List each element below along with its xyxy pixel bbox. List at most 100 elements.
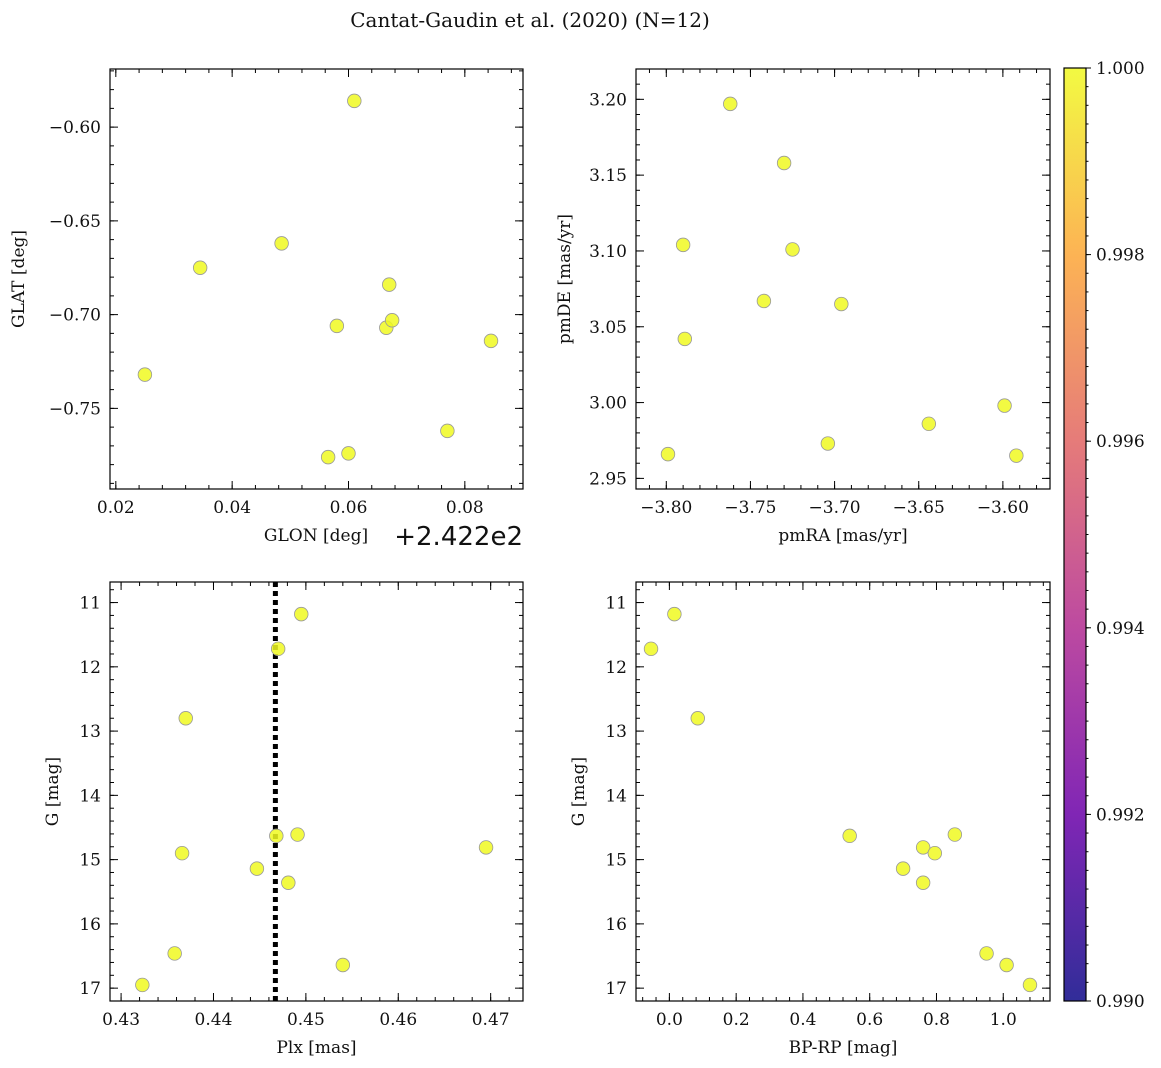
y-axis-label: G [mag] xyxy=(569,757,589,826)
x-axis-label: Plx [mas] xyxy=(276,1038,356,1058)
data-point xyxy=(895,861,911,876)
colorbar-tick-label: 0.998 xyxy=(1096,246,1145,266)
data-point xyxy=(690,711,705,726)
minor-ticks xyxy=(636,582,1050,1002)
x-tick-label: −3.75 xyxy=(724,498,776,518)
data-point xyxy=(915,840,931,855)
x-axis-label: pmRA [mas/yr] xyxy=(778,526,907,546)
y-tick-label: −0.75 xyxy=(49,399,101,419)
y-tick-label: 3.00 xyxy=(589,394,627,414)
data-point xyxy=(776,155,792,171)
data-point xyxy=(723,96,738,112)
axes-frame xyxy=(109,68,524,490)
y-axis-label: GLAT [deg] xyxy=(9,230,29,328)
x-tick-label: 0.04 xyxy=(213,498,251,518)
x-tick-label: 0.43 xyxy=(102,1010,140,1030)
data-point xyxy=(320,449,336,465)
y-axis-label: pmDE [mas/yr] xyxy=(555,214,575,344)
panel-lonlat: 0.02 0.04 0.06 0.08 −0.60 −0.65 −0.70 −0.75 GLON… xyxy=(9,68,524,552)
y-tick-label: −0.60 xyxy=(49,118,101,138)
y-tick-label: 17 xyxy=(79,979,101,999)
y-tick-label: 12 xyxy=(605,658,627,678)
data-point xyxy=(915,875,931,890)
data-point xyxy=(269,828,284,844)
y-tick-label: −0.70 xyxy=(49,306,101,326)
data-point xyxy=(192,260,208,275)
data-point xyxy=(643,641,659,657)
y-tick-label: 3.15 xyxy=(589,166,627,186)
x-tick-label: −3.60 xyxy=(977,498,1029,518)
y-tick-label: 17 xyxy=(605,979,627,999)
axes-frame xyxy=(635,581,1051,1002)
panel-cmd: 0.0 0.2 0.4 0.6 0.8 1.0 11 12 13 14 15 16 17 BP-RP [m… xyxy=(569,581,1051,1058)
data-point xyxy=(290,827,305,842)
x-axis-label: BP-RP [mag] xyxy=(789,1038,898,1058)
x-tick-label: 0.47 xyxy=(472,1010,510,1030)
plots: 0.02 0.04 0.06 0.08 −0.60 −0.65 −0.70 −0.75 GLON… xyxy=(9,68,1051,1058)
data-point xyxy=(660,446,676,462)
x-tick-label: 0.45 xyxy=(287,1010,325,1030)
data-point xyxy=(785,242,800,257)
colorbar-tick-label: 0.994 xyxy=(1096,619,1145,639)
data-point xyxy=(347,93,362,109)
data-point xyxy=(329,318,345,334)
x-tick-label: 0.08 xyxy=(446,498,484,518)
x-tick-label: 0.8 xyxy=(923,1010,950,1030)
x-tick-label: 1.0 xyxy=(990,1010,1017,1030)
x-tick-label: 0.02 xyxy=(97,498,135,518)
data-point xyxy=(820,436,836,451)
data-point xyxy=(677,331,693,347)
y-axis-label: G [mag] xyxy=(43,757,63,826)
y-tick-label: 13 xyxy=(605,722,627,742)
data-point xyxy=(921,416,937,432)
y-tick-label: 3.05 xyxy=(589,318,627,338)
y-tick-label: 16 xyxy=(605,915,627,935)
minor-ticks xyxy=(110,582,523,1002)
data-point xyxy=(834,296,849,312)
y-tick-label: 15 xyxy=(605,851,627,871)
data-point xyxy=(382,277,397,292)
data-point xyxy=(478,840,494,855)
y-tick-label: 2.95 xyxy=(589,469,627,489)
x-axis-label: GLON [deg] xyxy=(264,526,368,546)
data-point xyxy=(249,861,265,876)
data-point xyxy=(675,237,691,253)
colorbar-tick-label: 0.992 xyxy=(1096,805,1145,825)
minor-ticks xyxy=(636,68,1050,489)
panel-plx: 0.43 0.44 0.45 0.46 0.47 11 12 13 14 15 16 17 Plx [m… xyxy=(43,581,524,1058)
x-tick-label: 0.0 xyxy=(656,1010,683,1030)
data-point xyxy=(979,946,994,961)
x-tick-label: 0.2 xyxy=(723,1010,750,1030)
y-tick-label: 3.10 xyxy=(589,242,627,262)
data-point xyxy=(167,946,182,961)
y-tick-label: 14 xyxy=(605,786,627,806)
y-tick-label: 3.20 xyxy=(589,90,627,110)
y-tick-label: −0.65 xyxy=(49,212,101,232)
data-point xyxy=(178,711,193,726)
data-point xyxy=(281,875,296,890)
y-tick-label: 11 xyxy=(79,594,101,614)
data-point xyxy=(997,398,1012,413)
panel-pm: −3.80 −3.75 −3.70 −3.65 −3.60 2.95 3.00 3.05 3.1… xyxy=(555,68,1051,546)
data-point xyxy=(667,606,682,622)
data-point xyxy=(137,367,153,382)
minor-ticks xyxy=(110,69,523,489)
data-point xyxy=(927,845,943,861)
x-tick-label: 0.4 xyxy=(789,1010,816,1030)
y-tick-label: 11 xyxy=(605,594,627,614)
data-point xyxy=(1009,448,1024,463)
x-tick-label: 0.44 xyxy=(195,1010,233,1030)
x-tick-label: 0.6 xyxy=(856,1010,883,1030)
x-tick-label: −3.70 xyxy=(809,498,861,518)
data-point xyxy=(756,293,772,309)
figure-title: Cantat-Gaudin et al. (2020) (N=12) xyxy=(350,8,710,32)
data-point xyxy=(999,957,1014,973)
x-offset-label: +2.422e2 xyxy=(394,522,523,552)
colorbar-gradient xyxy=(1063,67,1087,1002)
data-point xyxy=(440,423,455,439)
data-point xyxy=(274,236,289,251)
data-point xyxy=(947,827,963,842)
x-tick-label: −3.65 xyxy=(893,498,945,518)
data-point xyxy=(135,977,150,993)
colorbar-tick-label: 0.996 xyxy=(1096,432,1145,452)
